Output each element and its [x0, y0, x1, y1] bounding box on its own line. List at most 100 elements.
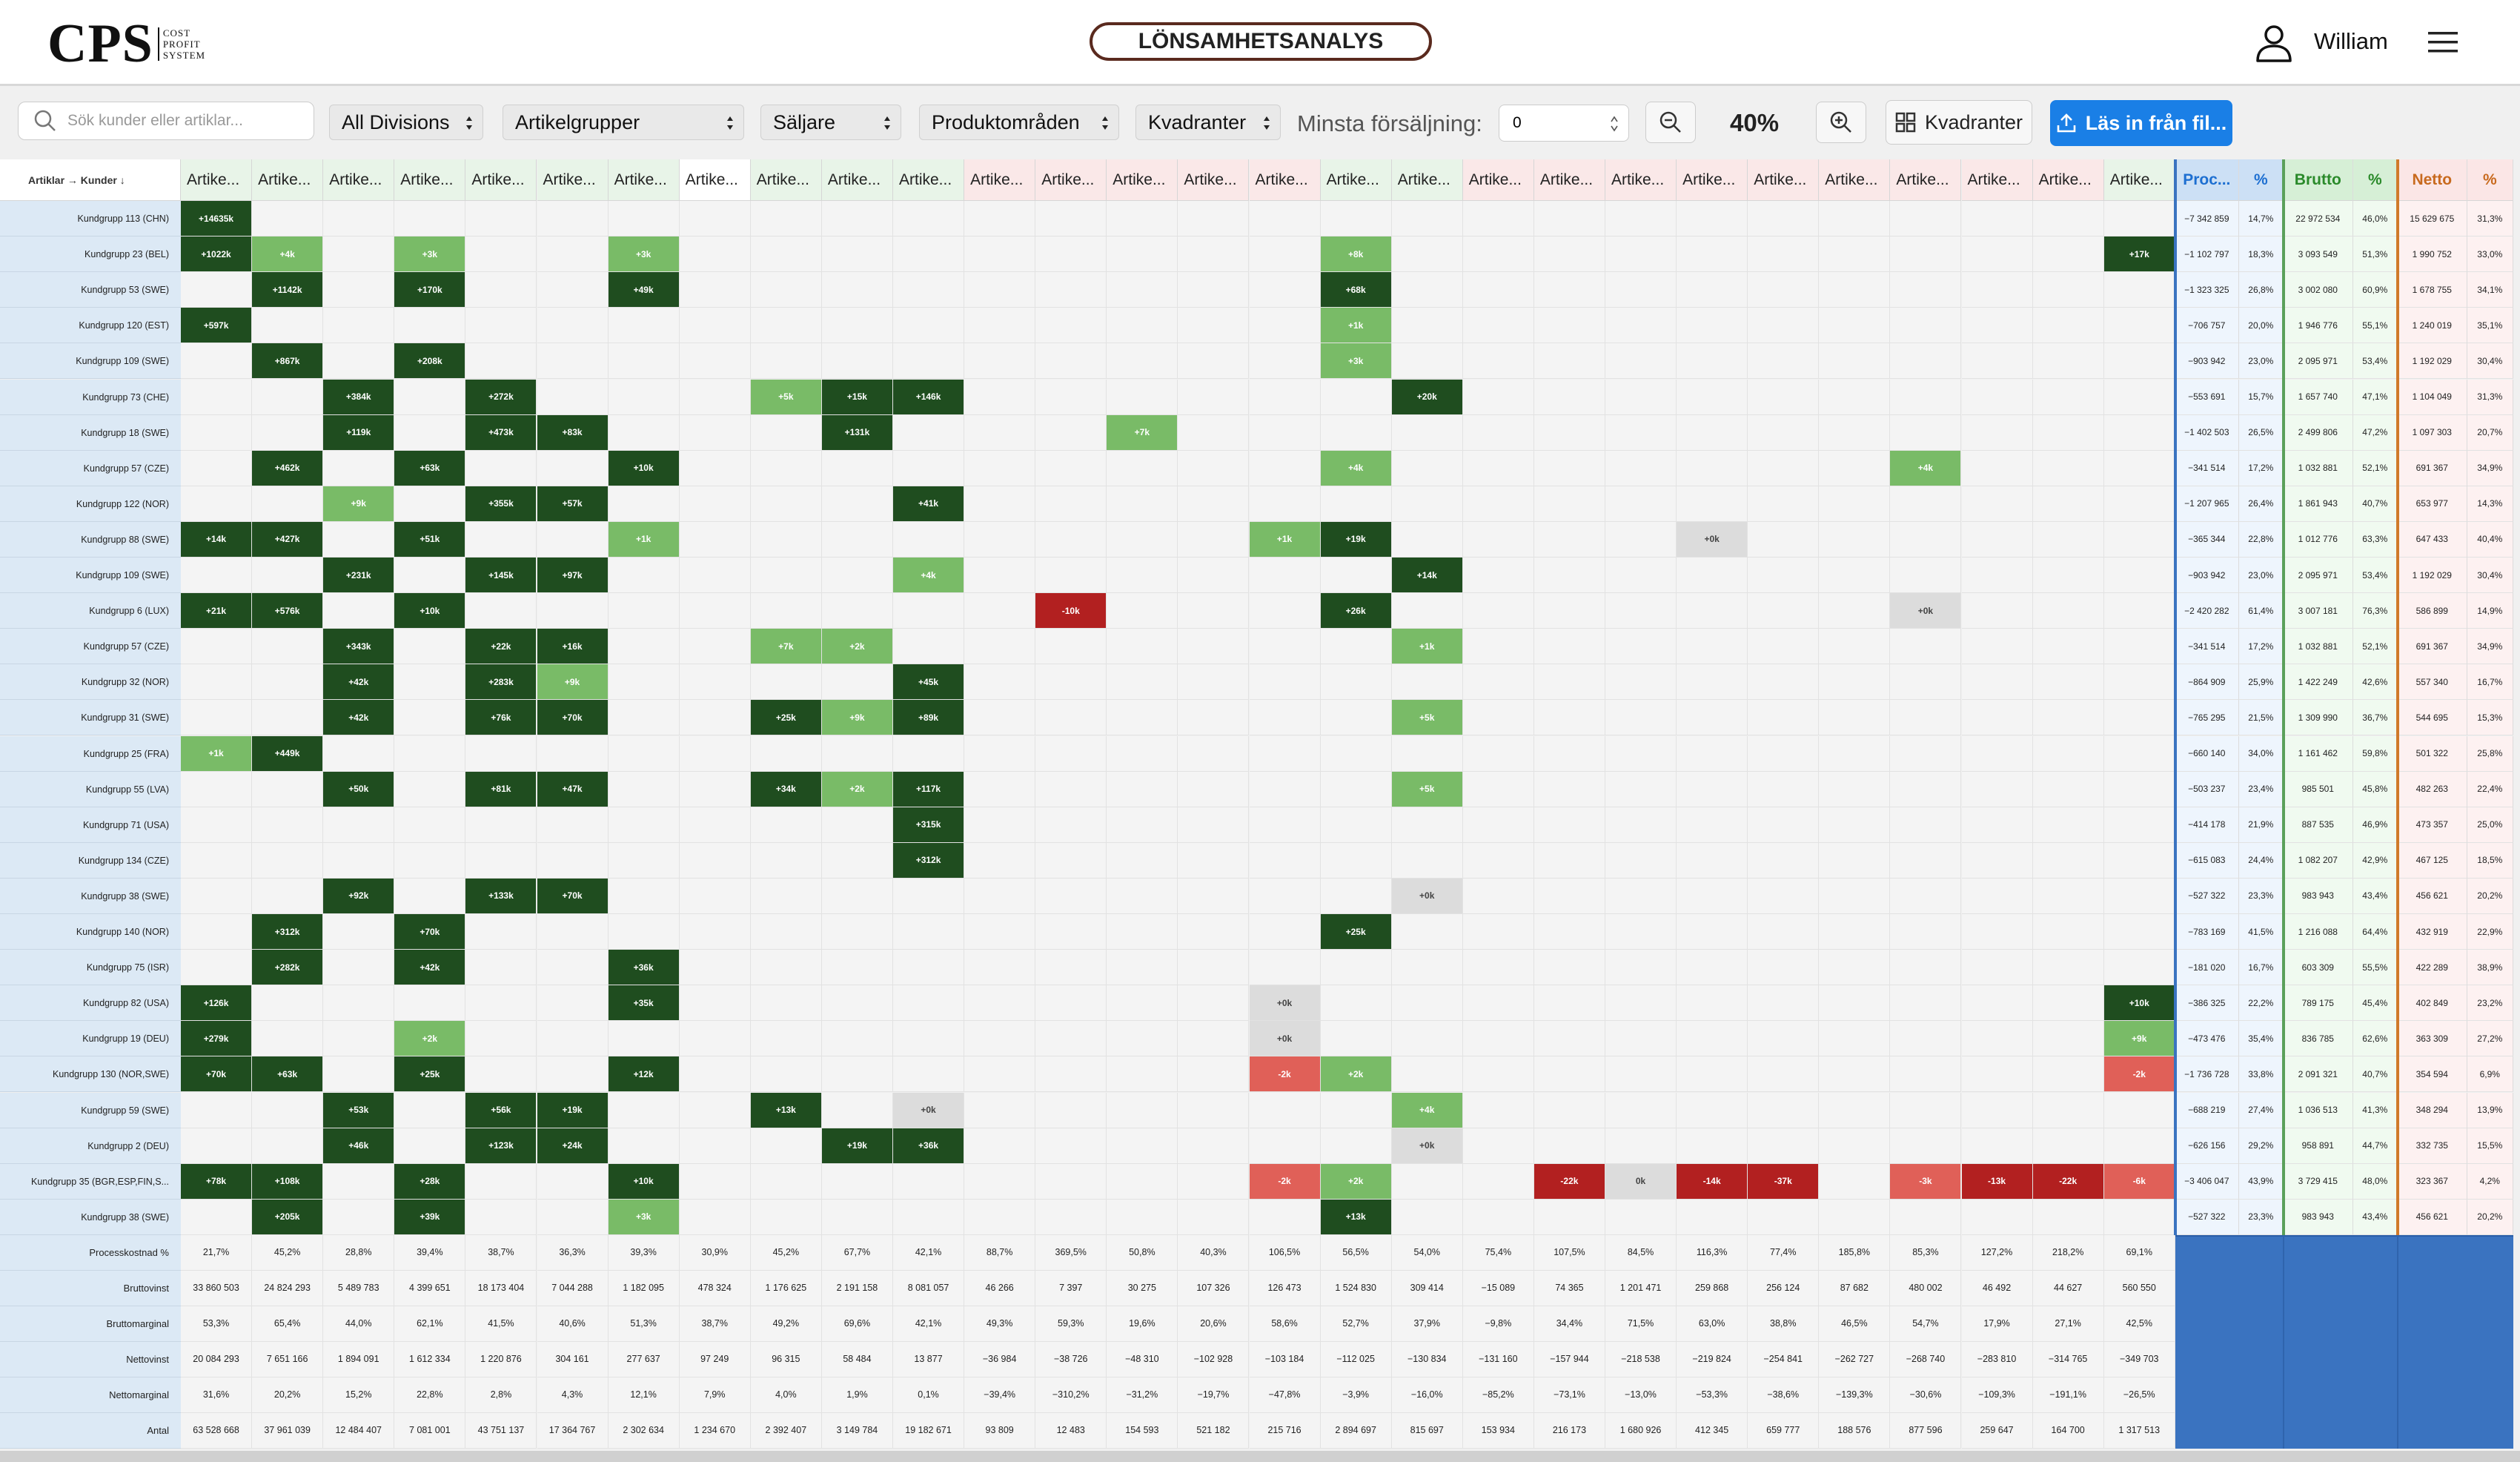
matrix-cell-value[interactable]: +68k [1320, 272, 1392, 308]
matrix-cell-value[interactable]: +4k [1320, 450, 1392, 486]
matrix-cell-value[interactable]: +0k [1391, 1128, 1463, 1164]
matrix-cell-value[interactable]: +1142k [252, 272, 324, 308]
article-column-header[interactable]: Artike... [1249, 159, 1321, 201]
article-column-header[interactable]: Artike... [1961, 159, 2033, 201]
matrix-cell-value[interactable]: +133k [465, 878, 537, 914]
matrix-cell-value[interactable]: +45k [893, 664, 965, 701]
customer-row-label[interactable]: Kundgrupp 57 (CZE) [0, 450, 181, 486]
article-column-header[interactable]: Artike... [1533, 159, 1605, 201]
matrix-cell-value[interactable]: +8k [1320, 236, 1392, 273]
matrix-cell-value[interactable]: +9k [821, 700, 893, 736]
matrix-cell-value[interactable]: +5k [1391, 700, 1463, 736]
matrix-cell-value[interactable]: +14k [1391, 558, 1463, 594]
stepper-arrows-icon[interactable] [1611, 116, 1618, 132]
matrix-cell-value[interactable]: 0k [1605, 1163, 1677, 1200]
article-column-header[interactable]: Artike... [394, 159, 466, 201]
matrix-cell-value[interactable]: +15k [821, 379, 893, 415]
metric-column-header[interactable]: % [2352, 159, 2398, 201]
matrix-cell-value[interactable]: +312k [252, 914, 324, 950]
matrix-cell-value[interactable]: +282k [252, 950, 324, 986]
customer-row-label[interactable]: Kundgrupp 57 (CZE) [0, 629, 181, 665]
matrix-cell-value[interactable]: +63k [394, 450, 466, 486]
matrix-cell-value[interactable]: +70k [537, 878, 609, 914]
matrix-cell-value[interactable]: +462k [252, 450, 324, 486]
matrix-cell-value[interactable]: +14635k [181, 201, 253, 237]
customer-row-label[interactable]: Kundgrupp 109 (SWE) [0, 558, 181, 594]
matrix-cell-value[interactable]: +89k [893, 700, 965, 736]
matrix-cell-value[interactable]: +42k [323, 700, 395, 736]
article-column-header[interactable]: Artike... [1677, 159, 1748, 201]
matrix-cell-value[interactable]: +123k [465, 1128, 537, 1164]
article-column-header[interactable]: Artike... [1605, 159, 1677, 201]
matrix-cell-value[interactable]: +70k [394, 914, 466, 950]
matrix-cell-value[interactable]: +28k [394, 1163, 466, 1200]
customer-row-label[interactable]: Kundgrupp 71 (USA) [0, 807, 181, 843]
matrix-cell-value[interactable]: +231k [323, 558, 395, 594]
matrix-cell-value[interactable]: +2k [1320, 1163, 1392, 1200]
article-column-header[interactable]: Artike... [893, 159, 965, 201]
matrix-cell-value[interactable]: +57k [537, 486, 609, 522]
matrix-cell-value[interactable]: +10k [2103, 985, 2175, 1022]
matrix-cell-value[interactable]: +9k [323, 486, 395, 522]
matrix-cell-value[interactable]: +0k [1677, 521, 1748, 558]
matrix-cell-value[interactable]: +63k [252, 1056, 324, 1093]
matrix-cell-value[interactable]: +20k [1391, 379, 1463, 415]
matrix-cell-value[interactable]: +0k [1890, 593, 1962, 629]
matrix-cell-value[interactable]: +315k [893, 807, 965, 843]
matrix-cell-value[interactable]: +2k [1320, 1056, 1392, 1093]
matrix-cell-value[interactable]: +3k [394, 236, 466, 273]
matrix-cell-value[interactable]: +70k [181, 1056, 253, 1093]
import-file-button[interactable]: Läs in från fil... [2050, 100, 2232, 146]
customer-row-label[interactable]: Kundgrupp 88 (SWE) [0, 521, 181, 558]
article-column-header[interactable]: Artike... [750, 159, 822, 201]
matrix-cell-value[interactable]: +1k [1249, 521, 1321, 558]
matrix-cell-value[interactable]: +14k [181, 521, 253, 558]
matrix-cell-value[interactable]: +22k [465, 629, 537, 665]
matrix-cell-value[interactable]: -14k [1677, 1163, 1748, 1200]
customer-row-label[interactable]: Kundgrupp 38 (SWE) [0, 878, 181, 914]
matrix-cell-value[interactable]: +16k [537, 629, 609, 665]
matrix-cell-value[interactable]: +4k [252, 236, 324, 273]
matrix-cell-value[interactable]: +145k [465, 558, 537, 594]
matrix-cell-value[interactable]: +25k [394, 1056, 466, 1093]
matrix-cell-value[interactable]: +2k [821, 771, 893, 807]
matrix-cell-value[interactable]: +97k [537, 558, 609, 594]
customer-row-label[interactable]: Kundgrupp 32 (NOR) [0, 664, 181, 701]
article-column-header[interactable]: Artike... [1748, 159, 1820, 201]
matrix-cell-value[interactable]: +2k [821, 629, 893, 665]
article-column-header[interactable]: Artike... [608, 159, 680, 201]
matrix-cell-value[interactable]: +56k [465, 1092, 537, 1128]
user-name[interactable]: William [2314, 28, 2388, 54]
matrix-cell-value[interactable]: +108k [252, 1163, 324, 1200]
matrix-cell-value[interactable]: +208k [394, 343, 466, 380]
zoom-out-button[interactable] [1645, 102, 1696, 143]
matrix-cell-value[interactable]: +42k [394, 950, 466, 986]
search-box[interactable] [18, 102, 314, 140]
matrix-cell-value[interactable]: +10k [608, 450, 680, 486]
matrix-cell-value[interactable]: +53k [323, 1092, 395, 1128]
customer-row-label[interactable]: Kundgrupp 109 (SWE) [0, 343, 181, 380]
article-column-header[interactable]: Artike... [465, 159, 537, 201]
customer-row-label[interactable]: Kundgrupp 35 (BGR,ESP,FIN,S... [0, 1163, 181, 1200]
matrix-cell-value[interactable]: +0k [1249, 985, 1321, 1022]
matrix-cell-value[interactable]: +81k [465, 771, 537, 807]
matrix-cell-value[interactable]: +19k [537, 1092, 609, 1128]
matrix-cell-value[interactable]: +24k [537, 1128, 609, 1164]
matrix-cell-value[interactable]: +51k [394, 521, 466, 558]
matrix-cell-value[interactable]: +2k [394, 1021, 466, 1057]
matrix-cell-value[interactable]: +1022k [181, 236, 253, 273]
zoom-in-button[interactable] [1816, 102, 1866, 143]
metric-column-header[interactable]: % [2238, 159, 2284, 201]
customer-row-label[interactable]: Kundgrupp 18 (SWE) [0, 414, 181, 451]
customer-row-label[interactable]: Kundgrupp 82 (USA) [0, 985, 181, 1022]
article-column-header[interactable]: Artike... [1035, 159, 1107, 201]
matrix-cell-value[interactable]: +36k [893, 1128, 965, 1164]
metric-column-header[interactable]: % [2467, 159, 2513, 201]
matrix-cell-value[interactable]: +13k [750, 1092, 822, 1128]
customer-row-label[interactable]: Kundgrupp 113 (CHN) [0, 201, 181, 237]
matrix-cell-value[interactable]: +283k [465, 664, 537, 701]
matrix-cell-value[interactable]: +9k [2103, 1021, 2175, 1057]
customer-row-label[interactable]: Kundgrupp 75 (ISR) [0, 950, 181, 986]
matrix-cell-value[interactable]: +4k [1391, 1092, 1463, 1128]
matrix-cell-value[interactable]: +19k [821, 1128, 893, 1164]
